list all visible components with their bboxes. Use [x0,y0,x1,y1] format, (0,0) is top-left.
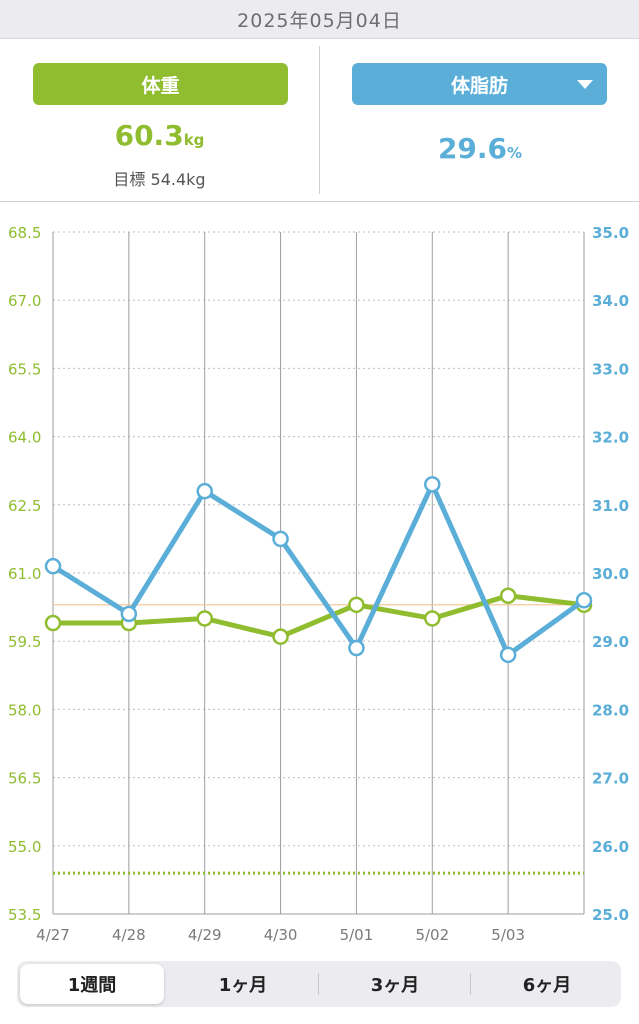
body-fat-data-point [120,605,138,623]
weight-data-point [44,614,62,632]
body-fat-unit: % [507,144,523,162]
header-divider [0,201,639,202]
left-axis-tick-label: 53.5 [8,906,41,924]
x-axis-tick-label: 5/02 [415,926,449,944]
x-axis-tick-label: 4/27 [36,926,70,944]
panel-divider [319,46,320,194]
weight-tab-button[interactable]: 体重 [33,63,288,105]
tab-1-week[interactable]: 1週間 [20,964,164,1004]
date-header: 2025年05月04日 [0,0,639,39]
weight-data-point [272,628,289,645]
right-axis-tick-label: 34.0 [592,292,629,310]
tab-1-month[interactable]: 1ヶ月 [172,964,314,1004]
left-axis-tick-label: 68.5 [8,224,41,242]
left-axis-tick-label: 67.0 [8,292,41,310]
x-axis-tick-label: 4/29 [188,926,222,944]
body-fat-data-point [424,476,441,493]
body-fat-data-point [499,646,517,664]
left-axis-tick-label: 61.0 [8,565,41,583]
weight-series-line [50,593,587,640]
range-tabs: 1週間 1ヶ月 3ヶ月 6ヶ月 [17,961,621,1007]
tab-1-month-label: 1ヶ月 [218,975,268,996]
left-axis-tick-label: 62.5 [8,497,41,515]
left-axis-tick-label: 65.5 [8,360,41,378]
body-fat-panel: 体脂肪 29.6% [321,39,639,201]
weight-data-point [424,610,441,627]
right-axis-tick-label: 35.0 [592,224,629,242]
weight-target: 目標 54.4kg [113,170,206,189]
body-fat-select-button[interactable]: 体脂肪 [352,63,607,105]
left-axis-tick-label: 58.0 [8,701,41,719]
left-axis-tick-label: 59.5 [8,633,41,651]
weight-panel: 体重 60.3kg 目標 54.4kg [0,39,319,201]
tab-3-months[interactable]: 3ヶ月 [324,964,466,1004]
right-axis-tick-label: 29.0 [592,633,629,651]
left-axis-tick-label: 55.0 [8,838,41,856]
right-axis-tick-label: 33.0 [592,360,629,378]
body-fat-value: 29.6% [321,132,639,165]
tab-3-months-label: 3ヶ月 [370,975,420,996]
weight-data-point [499,587,517,604]
caret-down-icon [577,80,593,89]
right-axis-tick-label: 32.0 [592,429,629,447]
right-axis-tick-label: 25.0 [592,906,629,924]
trend-chart-svg: 68.5 67.0 65.5 64.0 62.5 61.0 59.5 58.0 56.5 55.0… [8,224,629,944]
body-fat-data-point [196,482,213,500]
weight-value: 60.3kg [0,119,319,152]
weight-number: 60.3 [114,119,184,152]
weight-data-point [348,596,365,614]
x-axis-tick-label: 5/03 [491,926,525,944]
body-fat-data-point [348,639,365,657]
tab-6-months-label: 6ヶ月 [522,975,572,996]
x-axis-tick-label: 5/01 [340,926,374,944]
trend-chart: 68.5 67.0 65.5 64.0 62.5 61.0 59.5 58.0 56.5 55.0… [0,202,639,952]
tab-1-week-label: 1週間 [67,975,117,996]
weight-label: 体重 [141,74,180,97]
body-fat-data-point [272,530,289,548]
right-axis-tick-label: 27.0 [592,770,629,788]
right-axis-tick-label: 28.0 [592,701,629,719]
right-axis-tick-label: 30.0 [592,565,629,583]
date-text: 2025年05月04日 [237,9,402,32]
body-fat-series-line [50,481,587,658]
body-fat-data-point [575,592,593,609]
left-axis-tick-label: 56.5 [8,770,41,788]
tab-6-months[interactable]: 6ヶ月 [476,964,618,1004]
x-axis-tick-label: 4/28 [112,926,146,944]
weight-unit: kg [183,131,205,149]
weight-data-point [196,610,213,627]
tab-separator [318,973,319,995]
right-axis-tick-label: 31.0 [592,497,629,515]
right-axis-tick-label: 26.0 [592,838,629,856]
body-fat-number: 29.6 [437,132,508,165]
body-fat-data-point [44,557,62,575]
body-fat-label: 体脂肪 [450,74,508,97]
tab-separator [470,973,471,995]
x-axis-tick-label: 4/30 [264,926,298,944]
left-axis-tick-label: 64.0 [8,429,41,447]
